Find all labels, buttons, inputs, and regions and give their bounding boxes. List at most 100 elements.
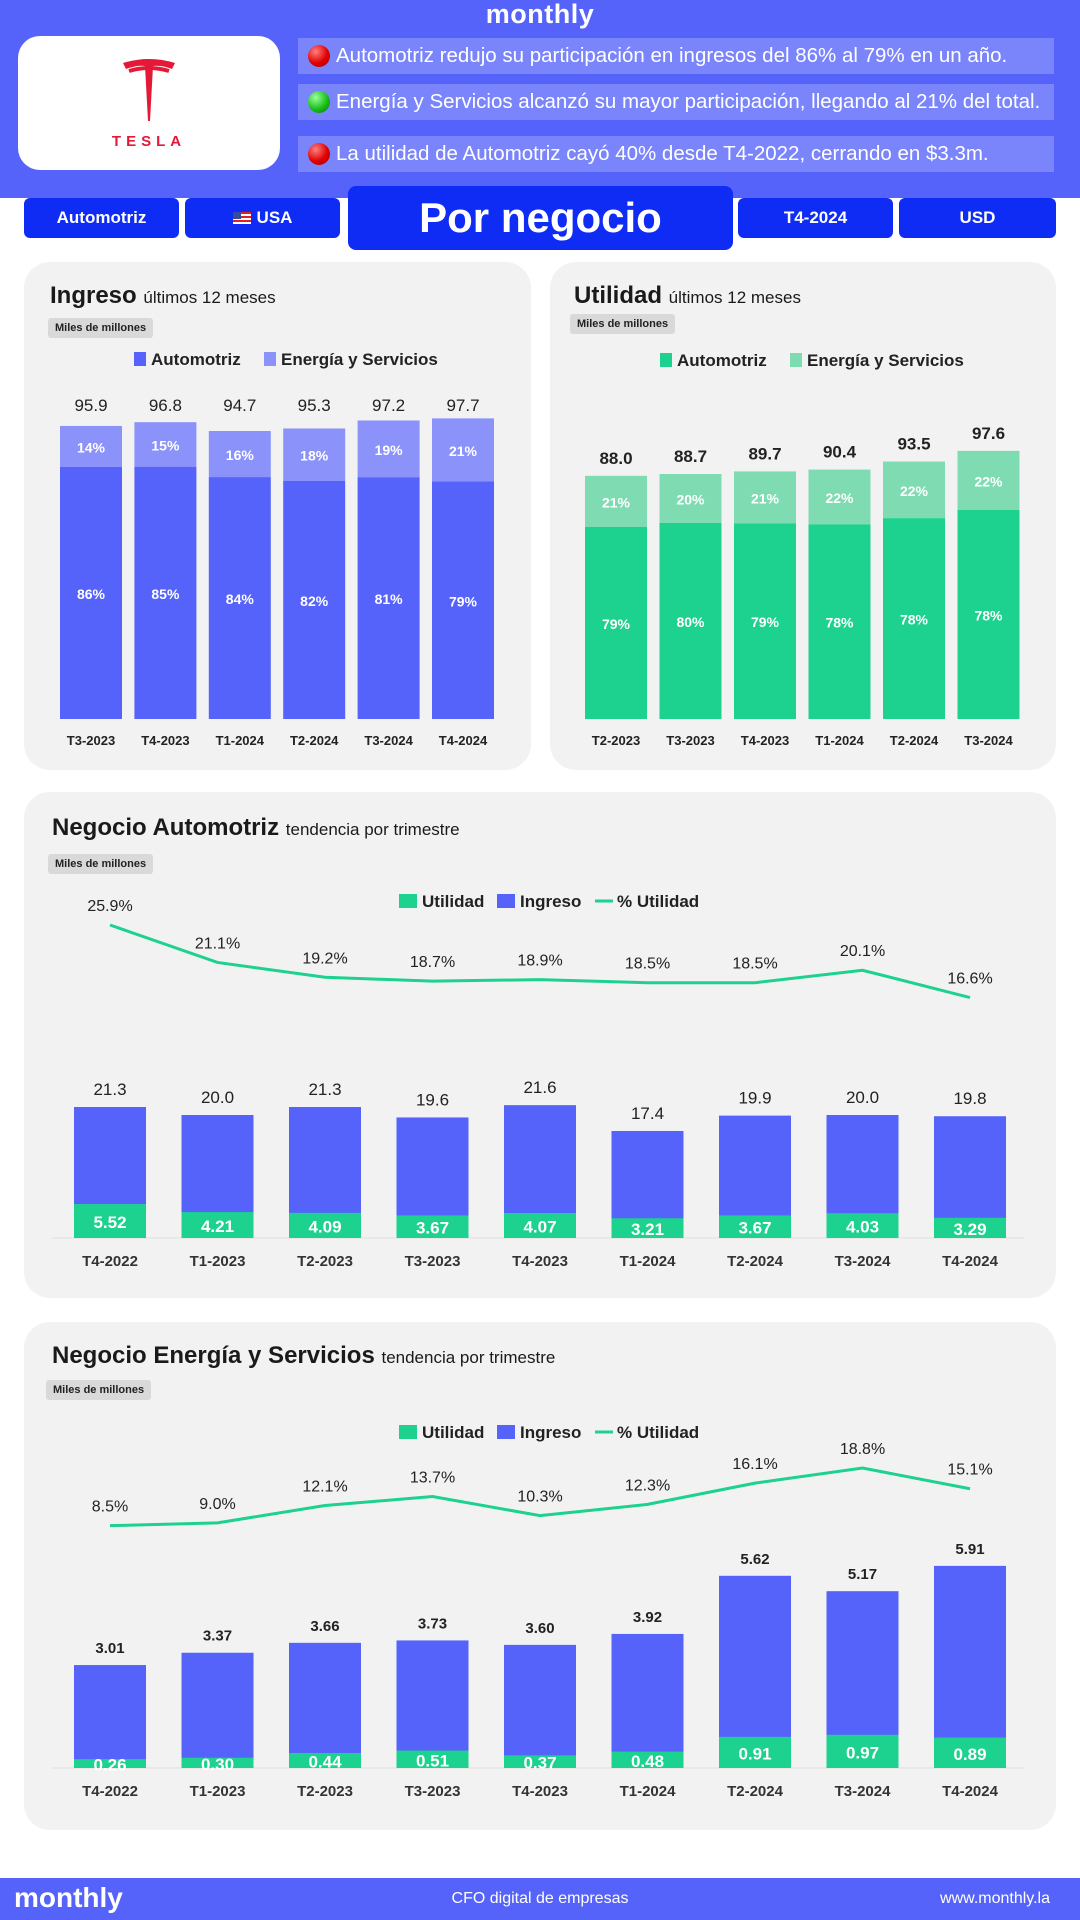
bar-segment-utilidad-energia bbox=[883, 461, 945, 519]
utilidad-bar bbox=[611, 1751, 684, 1768]
period-filter-button[interactable]: T4-2024 bbox=[738, 198, 893, 238]
red-circle-icon bbox=[308, 143, 330, 165]
bar-total-label: 90.4 bbox=[823, 443, 857, 462]
pct-utilidad-label: 18.5% bbox=[625, 956, 670, 973]
tesla-wordmark: TESLA bbox=[111, 132, 187, 150]
legend-swatch bbox=[790, 353, 802, 367]
segment-share-label: 78% bbox=[825, 615, 854, 631]
legend-swatch bbox=[497, 894, 515, 908]
bar-segment-utilidad-energia bbox=[808, 469, 871, 525]
insight-1: Automotriz redujo su participación en in… bbox=[298, 38, 1054, 74]
x-tick-label: T2-2023 bbox=[297, 1253, 353, 1270]
insight-text: Automotriz redujo su participación en in… bbox=[336, 44, 1008, 67]
country-filter-button[interactable]: USA bbox=[185, 198, 340, 238]
x-tick-label: T1-2024 bbox=[620, 1253, 677, 1270]
ingreso-bar bbox=[934, 1565, 1006, 1768]
utilidad-value-label: 3.67 bbox=[738, 1219, 771, 1238]
legend-swatch bbox=[134, 352, 146, 366]
legend-swatch bbox=[399, 894, 417, 908]
ingreso-value-label: 20.0 bbox=[846, 1088, 879, 1107]
segment-share-label: 21% bbox=[602, 494, 631, 510]
utilidad-value-label: 4.21 bbox=[201, 1217, 234, 1236]
energia-panel: Negocio Energía y Servicios tendencia po… bbox=[24, 1322, 1056, 1830]
pct-utilidad-label: 12.3% bbox=[625, 1477, 670, 1494]
panel-title: Negocio Automotriz tendencia por trimest… bbox=[52, 814, 460, 842]
utilidad-bar bbox=[611, 1218, 684, 1238]
bar-segment-ingreso-automotriz bbox=[208, 477, 271, 719]
footer-brand-logo: monthly bbox=[14, 1882, 123, 1913]
pct-utilidad-label: 16.1% bbox=[732, 1456, 777, 1473]
utilidad-bar bbox=[74, 1204, 146, 1238]
ingreso-value-label: 19.6 bbox=[416, 1090, 449, 1109]
currency-filter-button[interactable]: USD bbox=[899, 198, 1056, 238]
bar-segment-utilidad-energia bbox=[734, 471, 796, 524]
legend-label: Automotriz bbox=[677, 351, 767, 370]
bar-total-label: 88.7 bbox=[674, 447, 707, 466]
legend-swatch bbox=[264, 352, 276, 366]
utilidad-value-label: 0.91 bbox=[738, 1744, 771, 1763]
automotriz-panel: Negocio Automotriz tendencia por trimest… bbox=[24, 792, 1056, 1298]
ingreso-bar bbox=[719, 1575, 791, 1768]
panel-title: Utilidad últimos 12 meses bbox=[574, 282, 801, 310]
utilidad-value-label: 0.97 bbox=[846, 1743, 879, 1762]
pct-utilidad-label: 18.5% bbox=[732, 956, 777, 973]
legend-label: % Utilidad bbox=[617, 1423, 699, 1442]
segment-share-label: 81% bbox=[375, 591, 404, 607]
bar-segment-ingreso-automotriz bbox=[134, 466, 197, 719]
chart-title: Negocio Energía y Servicios bbox=[52, 1342, 375, 1369]
automotriz-trend-chart: Utilidad Ingreso % Utilidad 5.52 21.3 T4-2022… bbox=[52, 892, 1024, 1270]
bar-segment-utilidad-energia bbox=[957, 450, 1020, 510]
tesla-logo: TESLA bbox=[18, 36, 280, 170]
segment-share-label: 16% bbox=[226, 447, 255, 463]
ingreso-value-label: 19.8 bbox=[953, 1089, 986, 1108]
x-tick-label: T1-2024 bbox=[216, 733, 265, 748]
currency-filter-label: USD bbox=[959, 208, 996, 227]
x-tick-label: T3-2023 bbox=[67, 733, 115, 748]
segment-share-label: 20% bbox=[676, 492, 705, 508]
ingreso-bar bbox=[181, 1652, 254, 1768]
utilidad-value-label: 4.03 bbox=[846, 1218, 879, 1237]
panel-title: Negocio Energía y Servicios tendencia po… bbox=[52, 1342, 555, 1370]
ingreso-bar bbox=[504, 1644, 576, 1768]
pct-utilidad-line bbox=[109, 1466, 971, 1528]
bar-segment-utilidad-automotriz bbox=[585, 526, 647, 719]
footer-tagline: CFO digital de empresas bbox=[451, 1890, 629, 1907]
ingreso-value-label: 5.62 bbox=[740, 1551, 769, 1568]
legend-label: Utilidad bbox=[422, 892, 484, 911]
utilidad-panel: Utilidad últimos 12 meses Miles de millo… bbox=[550, 262, 1056, 770]
footer-url-link[interactable]: www.monthly.la bbox=[940, 1890, 1050, 1907]
x-tick-label: T2-2023 bbox=[297, 1783, 353, 1800]
utilidad-bar bbox=[934, 1217, 1006, 1238]
ingreso-value-label: 5.91 bbox=[955, 1541, 984, 1558]
utilidad-bar bbox=[396, 1215, 469, 1238]
ingreso-value-label: 3.37 bbox=[203, 1628, 232, 1645]
legend-swatch bbox=[660, 353, 672, 367]
utilidad-value-label: 4.09 bbox=[308, 1217, 341, 1236]
x-tick-label: T3-2023 bbox=[405, 1783, 461, 1800]
pct-utilidad-label: 12.1% bbox=[302, 1479, 347, 1496]
legend-label: % Utilidad bbox=[617, 892, 699, 911]
chart-title: Negocio Automotriz bbox=[52, 814, 280, 841]
filter-bar: Automotriz USA Por negocio T4-2024 USD bbox=[0, 186, 1080, 252]
pct-utilidad-label: 18.7% bbox=[410, 954, 455, 971]
pct-utilidad-label: 15.1% bbox=[947, 1462, 992, 1479]
segment-share-label: 15% bbox=[151, 437, 180, 453]
ingreso-bar bbox=[934, 1116, 1006, 1238]
segment-share-label: 78% bbox=[974, 607, 1003, 623]
legend-label: Energía y Servicios bbox=[807, 351, 964, 370]
x-tick-label: T1-2024 bbox=[815, 733, 864, 748]
segment-share-label: 79% bbox=[449, 593, 478, 609]
x-tick-label: T2-2023 bbox=[592, 733, 640, 748]
pct-utilidad-label: 18.9% bbox=[517, 953, 562, 970]
ingreso-value-label: 21.3 bbox=[93, 1080, 126, 1099]
segment-share-label: 21% bbox=[751, 490, 780, 506]
utilidad-value-label: 0.44 bbox=[308, 1752, 342, 1771]
bar-segment-utilidad-automotriz bbox=[883, 518, 945, 719]
x-tick-label: T4-2024 bbox=[942, 1253, 999, 1270]
x-tick-label: T3-2023 bbox=[666, 733, 714, 748]
ingreso-value-label: 3.92 bbox=[633, 1609, 662, 1626]
bar-total-label: 88.0 bbox=[599, 449, 632, 468]
segment-share-label: 22% bbox=[974, 473, 1003, 489]
segment-filter-button[interactable]: Automotriz bbox=[24, 198, 179, 238]
ingreso-stacked-bar-chart: Automotriz Energía y Servicios 14% 86% 95.9 T… bbox=[60, 350, 494, 748]
